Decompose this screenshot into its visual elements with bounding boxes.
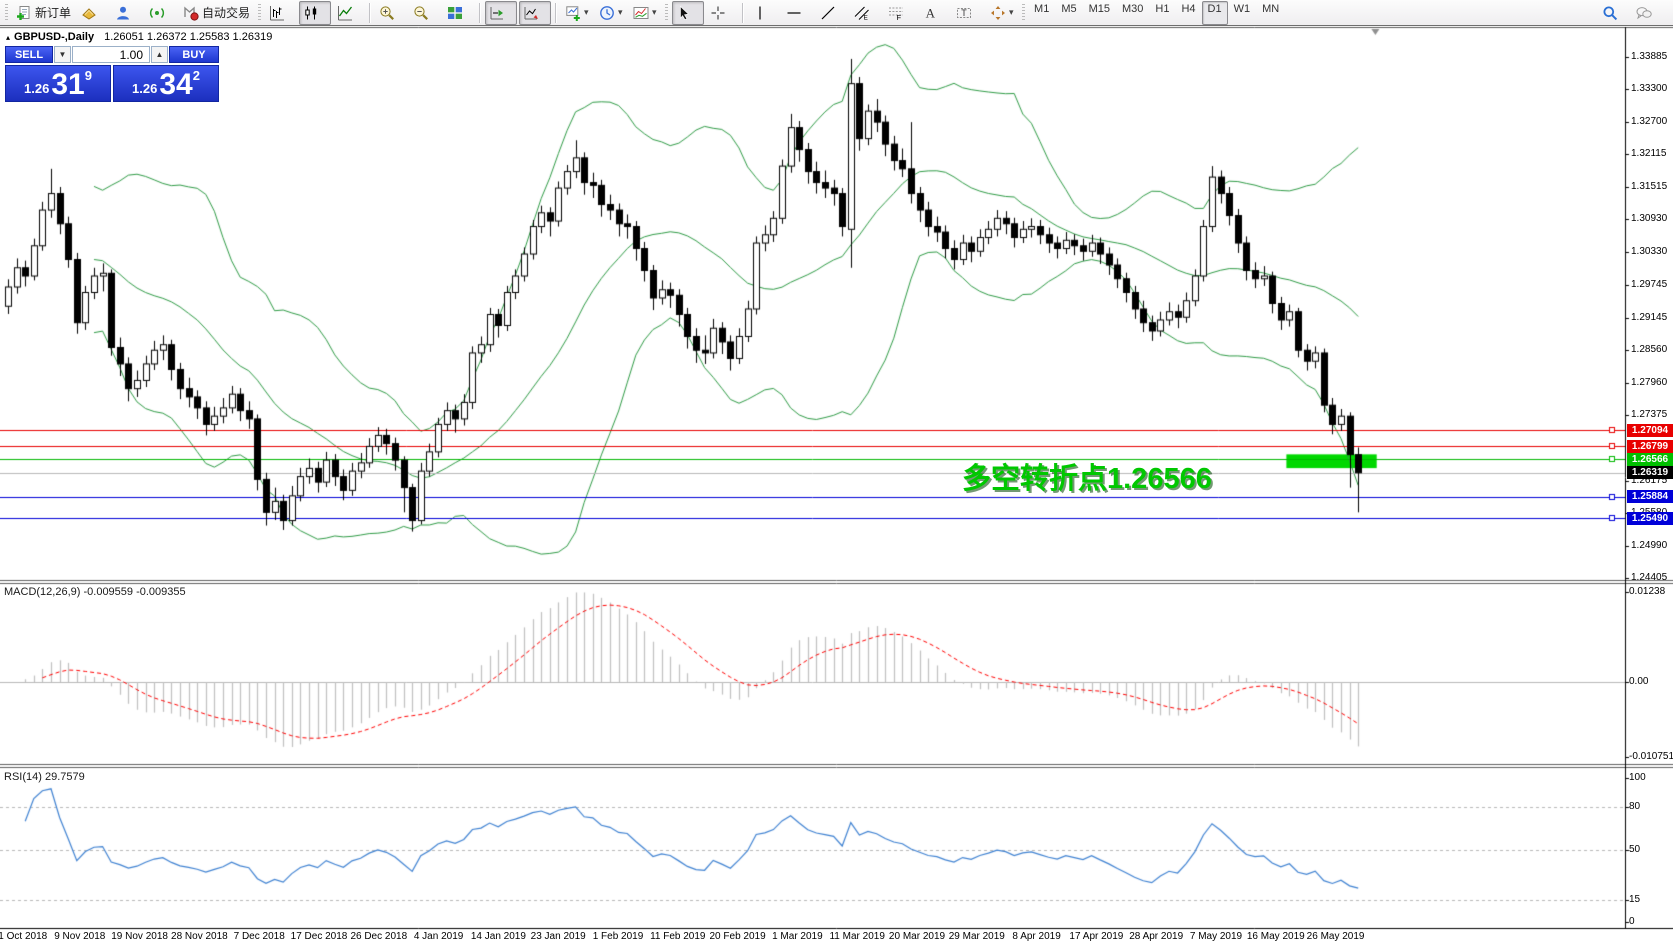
price-axis-tick: 1.27375 [1631, 408, 1668, 420]
chart-annotation-text: 多空转折点1.26566 [962, 463, 1212, 495]
date-axis-label: 11 Mar 2019 [829, 931, 885, 942]
date-axis-label: 20 Feb 2019 [709, 931, 766, 942]
indicator-axis-tick: 0.01238 [1629, 586, 1666, 597]
price-axis-tick: 1.32115 [1631, 148, 1667, 160]
price-axis-tick: 1.30930 [1631, 213, 1668, 225]
macd-indicator-label: MACD(12,26,9) -0.009559 -0.009355 [4, 586, 186, 598]
volume-increase-button[interactable]: ▲ [151, 46, 168, 63]
indicator-axis-tick: 0.00 [1629, 676, 1649, 687]
date-axis-label: 16 May 2019 [1246, 931, 1305, 942]
date-axis-label: 17 Dec 2018 [290, 931, 348, 942]
date-axis-label: 31 Oct 2018 [0, 931, 48, 942]
price-axis-tick: 1.30330 [1631, 246, 1668, 258]
date-axis-label: 7 Dec 2018 [233, 931, 285, 942]
price-axis-tick: 1.33885 [1631, 51, 1668, 62]
date-axis-label: 26 May 2019 [1306, 931, 1365, 942]
sell-price-display[interactable]: 1.26 31 9 [5, 65, 111, 102]
date-axis-label: 7 May 2019 [1189, 931, 1243, 942]
price-axis-tick: 1.27960 [1631, 376, 1668, 388]
collapse-arrow-icon[interactable]: ▴ [6, 33, 11, 42]
price-badge: 1.26566 [1627, 452, 1673, 466]
price-axis-tick: 1.26175 [1631, 474, 1668, 486]
date-axis-label: 28 Apr 2019 [1129, 931, 1184, 942]
date-axis-label: 26 Dec 2018 [350, 931, 408, 942]
indicator-axis-tick: 15 [1629, 894, 1641, 905]
price-badge: 1.27094 [1627, 423, 1673, 437]
indicator-axis-tick: 80 [1629, 801, 1641, 812]
volume-decrease-button[interactable]: ▼ [54, 46, 71, 63]
date-axis-label: 14 Jan 2019 [470, 931, 526, 942]
date-axis-label: 28 Nov 2018 [171, 931, 228, 942]
price-badge: 1.25884 [1627, 490, 1673, 504]
sell-button[interactable]: SELL [5, 46, 53, 63]
date-axis-label: 19 Nov 2018 [111, 931, 168, 942]
price-badge: 1.26799 [1627, 439, 1673, 453]
indicator-axis-tick: 0 [1629, 916, 1635, 927]
date-axis-label: 17 Apr 2019 [1069, 931, 1124, 942]
buy-button[interactable]: BUY [169, 46, 219, 63]
date-axis-label: 8 Apr 2019 [1012, 931, 1061, 942]
one-click-trading-panel: SELL ▼ 1.00 ▲ BUY 1.26 31 9 1.26 34 2 [5, 46, 219, 102]
date-axis-label: 29 Mar 2019 [948, 931, 1005, 942]
chart-title-bar: ▴ GBPUSD-,Daily 1.26051 1.26372 1.25583 1.… [6, 31, 272, 43]
price-axis-tick: 1.31515 [1631, 181, 1668, 193]
price-axis-tick: 1.33300 [1631, 83, 1668, 95]
buy-price-display[interactable]: 1.26 34 2 [113, 65, 219, 102]
rsi-indicator-label: RSI(14) 29.7579 [4, 771, 85, 783]
date-axis-label: 23 Jan 2019 [530, 931, 586, 942]
date-axis-label: 11 Feb 2019 [650, 931, 706, 942]
date-axis-label: 1 Mar 2019 [772, 931, 823, 942]
price-axis-tick: 1.32700 [1631, 116, 1668, 128]
volume-input[interactable]: 1.00 [72, 46, 150, 63]
date-axis-label: 4 Jan 2019 [413, 931, 464, 942]
indicator-axis-tick: 50 [1629, 844, 1641, 855]
price-badge: 1.25490 [1627, 511, 1673, 525]
date-axis-label: 9 Nov 2018 [54, 931, 106, 942]
price-axis-tick: 1.29145 [1631, 311, 1668, 323]
date-axis-label: 20 Mar 2019 [888, 931, 946, 942]
price-badge: 1.26319 [1627, 466, 1673, 480]
price-axis-tick: 1.24990 [1631, 539, 1668, 551]
date-axis-label: 1 Feb 2019 [592, 931, 644, 942]
price-axis-tick: 1.24405 [1631, 572, 1668, 584]
price-axis-tick: 1.29745 [1631, 278, 1668, 290]
indicator-axis-tick: 100 [1629, 772, 1646, 783]
price-axis-tick: 1.28560 [1631, 343, 1668, 355]
symbol-period-label: GBPUSD-,Daily [14, 31, 95, 43]
indicator-axis-tick: -0.010751 [1629, 751, 1673, 762]
ohlc-values: 1.26051 1.26372 1.25583 1.26319 [104, 31, 273, 43]
